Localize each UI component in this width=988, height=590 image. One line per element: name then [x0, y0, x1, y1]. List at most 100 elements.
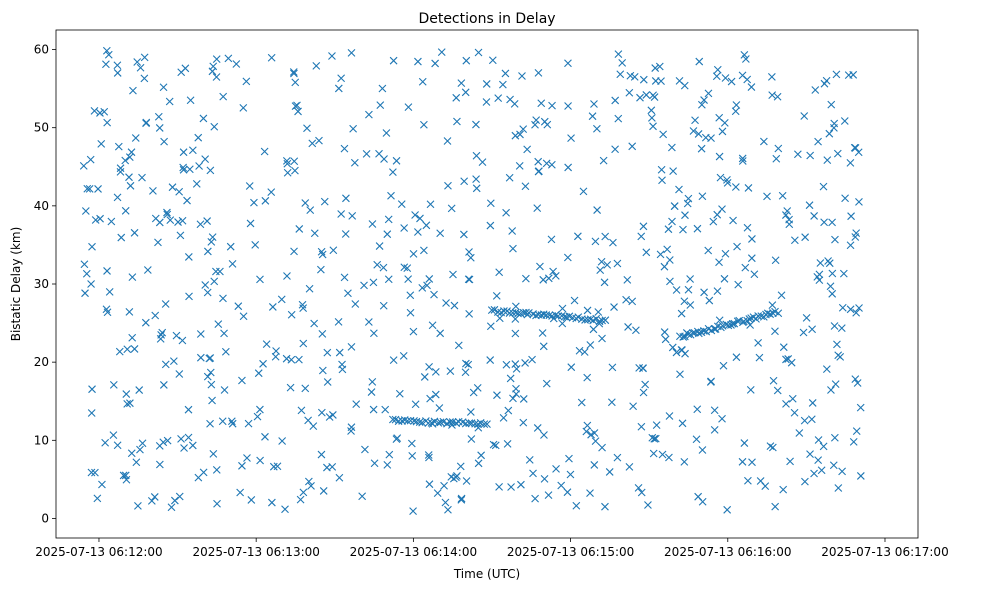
data-point [130, 345, 139, 353]
data-point [128, 333, 137, 342]
data-point [424, 451, 433, 459]
data-point [592, 314, 601, 323]
data-point [856, 403, 865, 412]
data-point [733, 242, 741, 251]
data-point [523, 145, 532, 154]
data-point [710, 406, 719, 415]
data-point [672, 348, 681, 357]
data-point [503, 439, 512, 448]
data-point [482, 98, 491, 106]
data-point [502, 208, 510, 217]
data-point [785, 215, 793, 224]
data-point [369, 278, 378, 287]
data-point [454, 341, 463, 350]
data-point [456, 462, 465, 471]
data-point [819, 442, 828, 451]
data-point [358, 492, 367, 501]
data-point [658, 176, 666, 185]
data-point [105, 287, 114, 296]
data-point [827, 100, 836, 109]
data-point [533, 424, 542, 432]
data-point [242, 77, 251, 86]
data-point [361, 445, 369, 454]
data-point [179, 148, 188, 157]
data-point [367, 388, 376, 396]
data-point [419, 246, 428, 255]
data-point [642, 248, 651, 257]
data-point [236, 488, 245, 497]
data-point [96, 109, 104, 117]
data-point [195, 162, 203, 170]
data-point [340, 273, 349, 282]
data-point [516, 130, 524, 139]
data-point [586, 341, 595, 349]
data-point [665, 256, 674, 264]
data-point [837, 324, 846, 333]
data-point [713, 65, 722, 74]
data-point [174, 218, 182, 226]
data-point [855, 304, 863, 312]
data-point [593, 206, 602, 214]
data-point [838, 467, 846, 476]
data-point [462, 359, 470, 368]
data-point [816, 259, 825, 267]
data-point [493, 391, 501, 400]
data-point [551, 272, 560, 280]
data-point [540, 475, 549, 483]
data-point [811, 86, 820, 94]
data-point [649, 449, 658, 458]
data-point [509, 394, 517, 403]
data-point [428, 321, 437, 330]
data-point [96, 214, 104, 223]
data-point [694, 130, 703, 138]
data-point [728, 319, 737, 328]
data-point [535, 167, 543, 176]
data-point [441, 498, 450, 507]
data-point [747, 83, 756, 91]
data-point [308, 139, 317, 148]
data-point [500, 307, 508, 315]
data-point [155, 460, 164, 469]
data-point [554, 312, 563, 320]
data-point [268, 303, 277, 311]
data-point [729, 216, 737, 225]
data-point [618, 58, 627, 67]
data-point [408, 451, 417, 460]
data-point [382, 129, 391, 137]
data-point [679, 225, 687, 234]
data-point [807, 415, 816, 424]
data-point [87, 409, 96, 417]
data-point [262, 340, 271, 349]
data-point [474, 423, 483, 432]
data-point [394, 417, 403, 426]
data-point [188, 441, 197, 450]
data-point [650, 434, 659, 443]
data-point [488, 56, 497, 65]
data-point [574, 313, 583, 322]
data-point [179, 165, 188, 174]
data-point [495, 483, 503, 491]
data-point [639, 75, 648, 84]
data-point [450, 301, 459, 310]
data-point [738, 71, 747, 80]
data-point [196, 220, 205, 229]
data-point [672, 286, 681, 294]
data-point [218, 417, 227, 426]
data-point [416, 214, 424, 223]
data-point [467, 435, 476, 443]
y-axis-label: Bistatic Delay (km) [9, 227, 23, 342]
data-point [216, 267, 224, 276]
data-point [575, 346, 584, 355]
data-point [194, 133, 203, 142]
data-point [715, 152, 724, 161]
data-point [611, 145, 619, 154]
data-point [310, 229, 319, 238]
data-point [464, 360, 473, 369]
data-point [347, 342, 356, 351]
data-point [409, 327, 418, 336]
data-point [256, 275, 264, 284]
data-point [341, 230, 350, 238]
data-point [88, 242, 96, 251]
data-point [681, 332, 689, 341]
